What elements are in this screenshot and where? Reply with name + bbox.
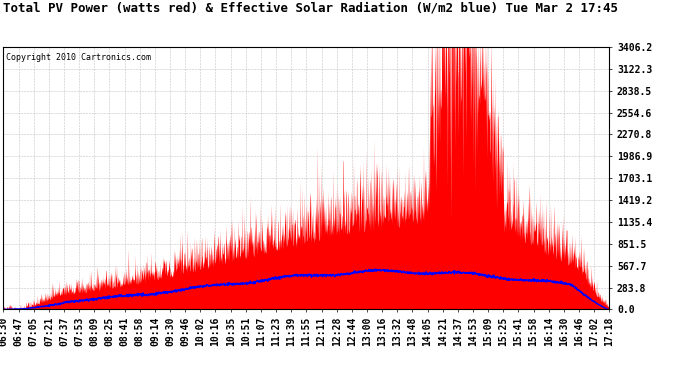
Text: Total PV Power (watts red) & Effective Solar Radiation (W/m2 blue) Tue Mar 2 17:: Total PV Power (watts red) & Effective S… (3, 2, 618, 15)
Text: Copyright 2010 Cartronics.com: Copyright 2010 Cartronics.com (6, 54, 152, 62)
